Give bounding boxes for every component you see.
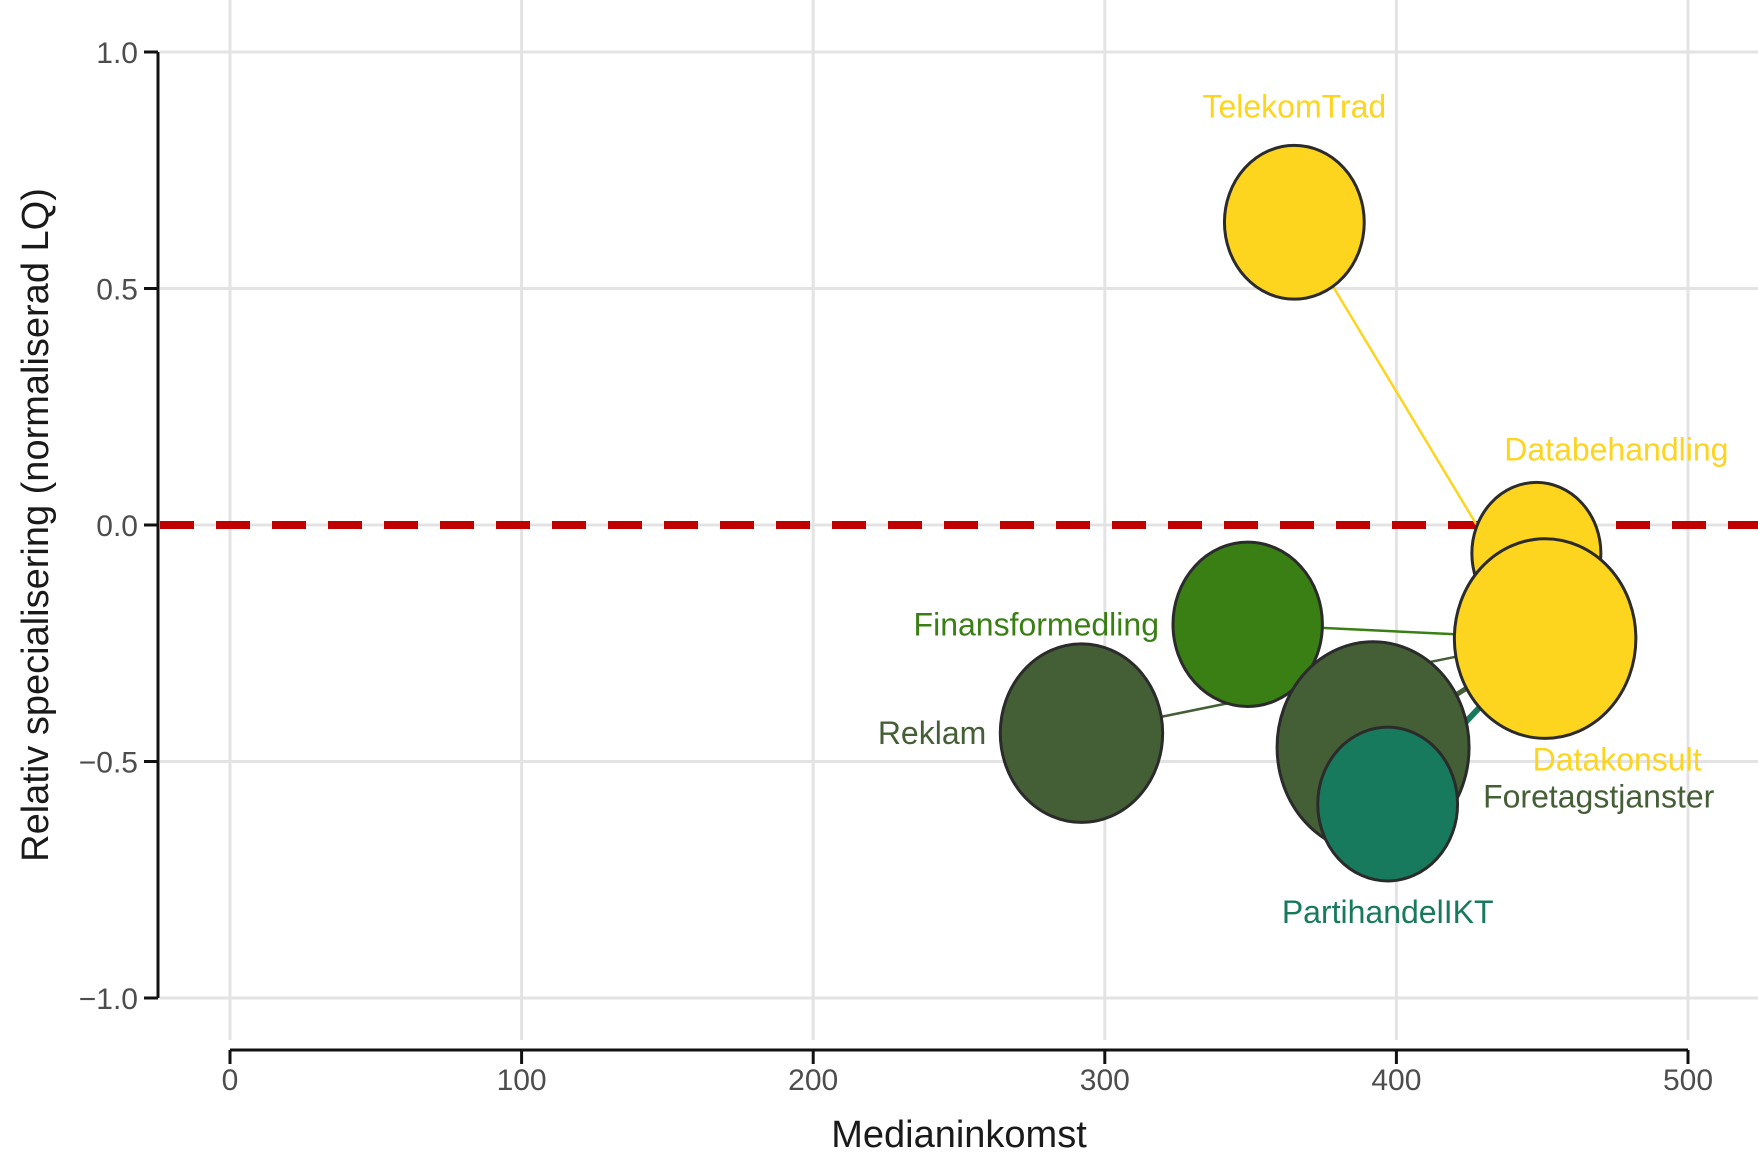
point-datakonsult	[1452, 537, 1638, 740]
x-axis-title: Medianinkomst	[831, 1114, 1087, 1156]
x-tick-label-400: 400	[1371, 1064, 1421, 1097]
y-tick-label--1: −1.0	[79, 983, 138, 1016]
data-points	[998, 143, 1638, 883]
point-label-foretagstjanster: Foretagstjanster	[1483, 778, 1715, 814]
point-labels: TelekomTrad Databehandling Finansformedlin…	[878, 88, 1729, 930]
y-tick-label-0-5: 0.5	[96, 274, 138, 307]
gridlines	[160, 0, 1758, 1040]
x-tick-label-500: 500	[1663, 1064, 1713, 1097]
x-tick-label-100: 100	[497, 1064, 547, 1097]
point-label-databehandling: Databehandling	[1504, 431, 1728, 467]
x-tick-label-0: 0	[222, 1064, 239, 1097]
axes	[144, 50, 1690, 1064]
point-label-partihandelikt: PartihandelIKT	[1282, 894, 1494, 930]
point-label-finansformedling: Finansformedling	[914, 606, 1159, 642]
point-reklam	[998, 642, 1165, 824]
point-label-telekomtrad: TelekomTrad	[1202, 88, 1386, 124]
x-tick-label-200: 200	[788, 1064, 838, 1097]
point-label-datakonsult: Datakonsult	[1533, 741, 1702, 777]
y-axis-title: Relativ specialisering (normaliserad LQ)	[15, 188, 57, 862]
point-telekomtrad	[1222, 143, 1366, 301]
y-tick-label--0-5: −0.5	[79, 747, 138, 780]
y-tick-label-1: 1.0	[96, 37, 138, 70]
point-label-reklam: Reklam	[878, 715, 986, 751]
point-finansformedling	[1171, 540, 1324, 708]
point-partihandelikt	[1316, 725, 1460, 883]
tick-labels: 0 100 200 300 400 500 1.0 0.5 0.0 −0.5 −1.0	[79, 37, 1713, 1097]
x-tick-label-300: 300	[1080, 1064, 1130, 1097]
y-tick-label-0: 0.0	[96, 510, 138, 543]
